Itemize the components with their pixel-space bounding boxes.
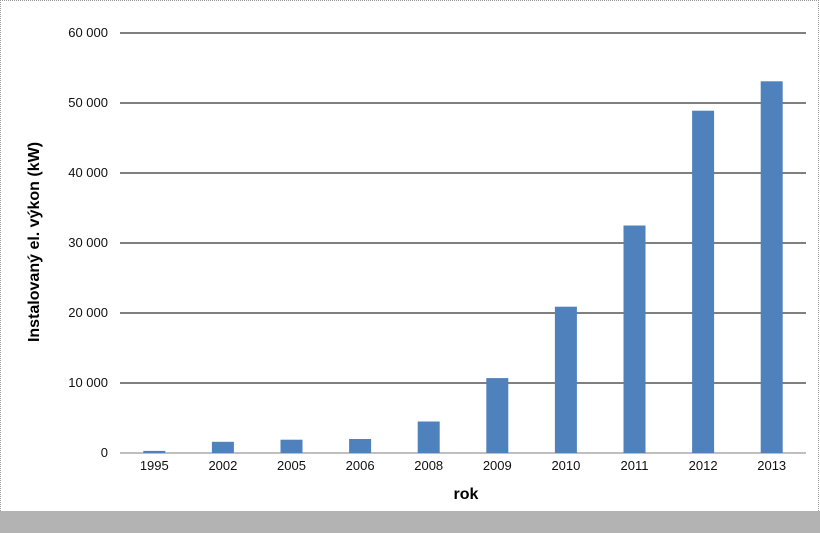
- bar-2008: [417, 421, 440, 453]
- bar-2009: [486, 378, 509, 453]
- bar-2006: [349, 439, 372, 453]
- x-tick-label: 2013: [757, 458, 786, 473]
- bar-2011: [623, 225, 646, 453]
- x-tick-label: 1995: [140, 458, 169, 473]
- y-tick-label: 10 000: [68, 375, 108, 390]
- gridlines: [120, 32, 806, 454]
- bar-2013: [760, 81, 783, 454]
- x-tick-label: 2008: [414, 458, 443, 473]
- x-tick-label: 2011: [621, 458, 649, 473]
- bar-2005: [280, 439, 303, 453]
- x-tick-labels: 1995 2002 2005 2006 2008 2009 2010 2011 2012 2013: [140, 458, 786, 473]
- chart-frame: [0, 0, 819, 511]
- x-tick-label: 2005: [277, 458, 306, 473]
- x-tick-label: 2006: [346, 458, 375, 473]
- x-tick-label: 2010: [551, 458, 580, 473]
- bar-2002: [211, 441, 234, 453]
- y-tick-label: 40 000: [68, 165, 108, 180]
- y-tick-label: 30 000: [68, 235, 108, 250]
- y-tick-label: 20 000: [68, 305, 108, 320]
- x-tick-label: 2002: [208, 458, 237, 473]
- y-tick-labels: 0 10 000 20 000 30 000 40 000 50 000 60 000: [68, 25, 108, 460]
- bar-2010: [554, 306, 577, 453]
- y-axis-title: Instalovaný el. výkon (kW): [26, 142, 43, 342]
- x-tick-label: 2009: [483, 458, 512, 473]
- footer-band: [0, 511, 820, 533]
- x-axis-title: rok: [454, 486, 479, 503]
- y-tick-label: 60 000: [68, 25, 108, 40]
- bars: [143, 81, 783, 454]
- y-tick-label: 0: [101, 445, 108, 460]
- x-tick-label: 2012: [689, 458, 718, 473]
- bar-1995: [143, 450, 166, 453]
- y-tick-label: 50 000: [68, 95, 108, 110]
- bar-2012: [692, 110, 715, 453]
